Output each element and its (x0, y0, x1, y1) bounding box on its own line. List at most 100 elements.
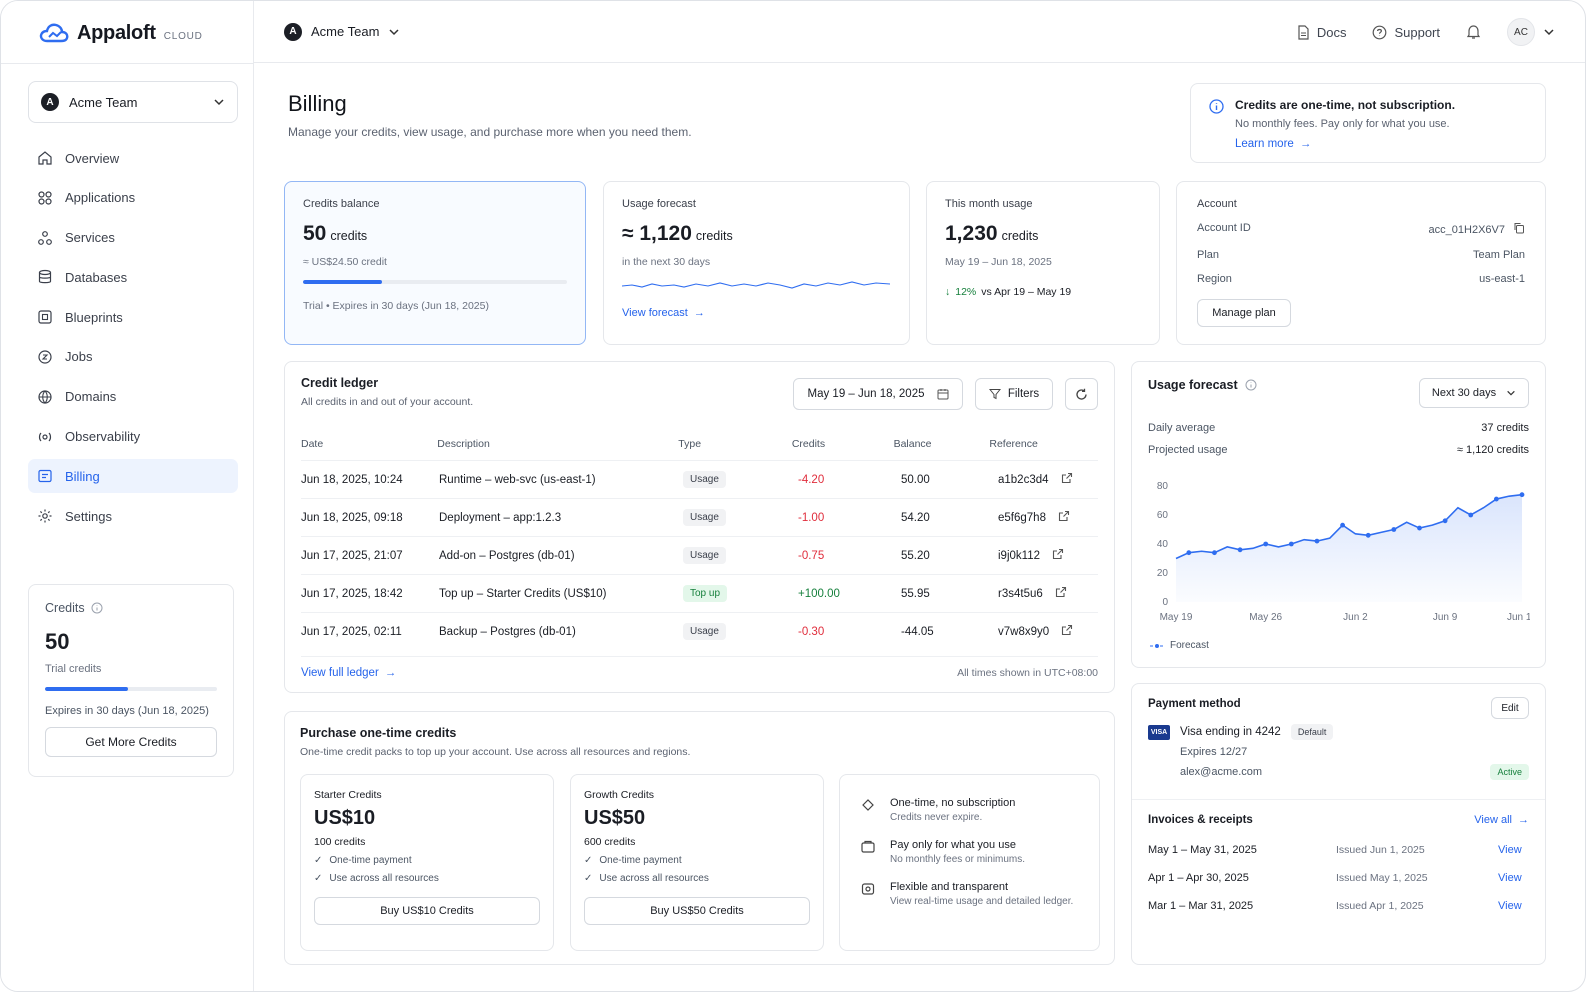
sidebar-nav: Overview Applications Services Databases Blu… (28, 141, 238, 539)
ledger-reference: i9j0k112 (998, 549, 1040, 562)
y-tick-label: 80 (1157, 481, 1169, 492)
forecast-point (1186, 550, 1192, 556)
projected-label: Projected usage (1148, 444, 1228, 456)
date-range-picker[interactable]: May 19 – Jun 18, 2025 (793, 378, 963, 410)
ledger-credits: +100.00 (798, 587, 840, 600)
buy-credits-button[interactable]: Buy US$50 Credits (584, 897, 810, 925)
daily-value: 37 credits (1481, 422, 1529, 434)
feature-title: Flexible and transparent (890, 881, 1009, 893)
table-row[interactable]: Jun 17, 2025, 02:11 Backup – Postgres (db… (301, 612, 1098, 650)
table-row[interactable]: Jun 18, 2025, 10:24 Runtime – web-svc (us… (301, 460, 1098, 498)
kpi-note: Trial • Expires in 30 days (Jun 18, 2025… (303, 300, 489, 312)
credits-expiry: Expires in 30 days (Jun 18, 2025) (45, 705, 209, 717)
account-card: Account Account ID acc_01H2X6V7 Plan Team P… (1176, 181, 1546, 345)
forecast-title: Usage forecast (1148, 378, 1238, 392)
external-link-icon[interactable] (1058, 510, 1070, 525)
credit-pack-card: Starter Credits US$10 100 credits ✓ One-time… (300, 774, 554, 951)
observability-icon (37, 429, 53, 445)
feature-sub: No monthly fees or minimums. (890, 854, 1026, 865)
account-row-key: Plan (1197, 249, 1220, 261)
table-row[interactable]: Jun 17, 2025, 21:07 Add-on – Postgres (db… (301, 536, 1098, 574)
table-row[interactable]: Jun 17, 2025, 18:42 Top up – Starter Cred… (301, 574, 1098, 612)
shield-icon (860, 881, 876, 907)
card-expiry: Expires 12/27 (1180, 746, 1248, 758)
sidebar-item-settings[interactable]: Settings (28, 499, 238, 533)
sidebar-item-databases[interactable]: Databases (28, 260, 238, 294)
support-link[interactable]: Support (1372, 25, 1440, 40)
active-badge: Active (1490, 764, 1529, 780)
ledger-col-header: Credits (791, 438, 826, 450)
forecast-sparkline (621, 281, 891, 289)
external-link-icon[interactable] (1061, 624, 1073, 639)
external-link-icon[interactable] (1061, 472, 1073, 487)
forecast-point (1237, 547, 1243, 553)
sidebar-item-billing[interactable]: Billing (28, 459, 238, 494)
filters-button[interactable]: Filters (975, 378, 1053, 410)
kpi-value: ≈ 1,120 (622, 222, 692, 245)
info-icon[interactable] (91, 602, 103, 614)
support-label: Support (1394, 24, 1440, 40)
buy-credits-button[interactable]: Buy US$10 Credits (314, 897, 540, 925)
forecast-point (1212, 550, 1217, 556)
invoice-period: Mar 1 – Mar 31, 2025 (1148, 900, 1254, 912)
invoice-view-link[interactable]: View (1498, 872, 1522, 884)
view-forecast-link[interactable]: View forecast → (622, 307, 891, 319)
manage-plan-button[interactable]: Manage plan (1197, 299, 1291, 327)
invoice-view-link[interactable]: View (1498, 900, 1522, 912)
sidebar-item-observability[interactable]: Observability (28, 420, 238, 454)
page-subtitle: Manage your credits, view usage, and pur… (288, 125, 692, 139)
x-tick-label: May 19 (1160, 612, 1193, 623)
get-more-credits-button[interactable]: Get More Credits (45, 727, 217, 757)
forecast-point (1365, 532, 1371, 538)
external-link-icon[interactable] (1055, 586, 1067, 601)
refresh-button[interactable] (1065, 378, 1098, 410)
daily-label: Daily average (1148, 422, 1216, 434)
info-icon (1209, 99, 1224, 114)
view-full-ledger-label: View full ledger (301, 667, 379, 679)
team-selector[interactable]: A Acme Team (28, 81, 238, 123)
view-all-invoices-link[interactable]: View all → (1474, 814, 1529, 826)
info-icon[interactable] (1245, 379, 1257, 391)
account-row-value-wrap: acc_01H2X6V7 (1429, 222, 1525, 237)
sidebar-item-applications[interactable]: Applications (28, 181, 238, 215)
sidebar-item-label: Databases (65, 269, 128, 285)
sidebar-item-jobs[interactable]: Jobs (28, 340, 238, 374)
forecast-point (1519, 492, 1525, 498)
sidebar-item-domains[interactable]: Domains (28, 380, 238, 414)
credits-sub: Trial credits (45, 663, 102, 675)
main-content: Billing Manage your credits, view usage,… (254, 63, 1585, 991)
arrow-down-icon: ↓ (945, 286, 951, 298)
y-tick-label: 60 (1157, 510, 1169, 521)
arrow-right-icon: → (693, 307, 705, 319)
sidebar-divider (1, 63, 254, 64)
external-link-icon[interactable] (1052, 548, 1064, 563)
date-range-label: May 19 – Jun 18, 2025 (807, 388, 925, 400)
sidebar-item-blueprints[interactable]: Blueprints (28, 300, 238, 334)
edit-payment-button[interactable]: Edit (1491, 697, 1529, 719)
copy-icon[interactable] (1513, 222, 1525, 237)
legend-label: Forecast (1170, 640, 1209, 651)
ledger-date: Jun 17, 2025, 18:42 (301, 587, 403, 600)
invoice-view-link[interactable]: View (1498, 844, 1522, 856)
bell-icon[interactable] (1466, 24, 1481, 40)
user-menu[interactable]: AC (1507, 18, 1555, 46)
pack-credits: 600 credits (584, 836, 636, 848)
view-full-ledger-link[interactable]: View full ledger → (301, 667, 396, 679)
ledger-credits: -0.75 (798, 549, 825, 562)
credits-progress-fill (45, 687, 128, 691)
pack-feature-label: One-time payment (329, 855, 412, 866)
forecast-period-select[interactable]: Next 30 days (1419, 378, 1529, 408)
sidebar-item-services[interactable]: Services (28, 221, 238, 255)
sidebar-item-overview[interactable]: Overview (28, 141, 238, 175)
credits-balance-card[interactable]: Credits balance 50 credits ≈ US$24.50 cre… (284, 181, 586, 345)
table-row[interactable]: Jun 18, 2025, 09:18 Deployment – app:1.2.… (301, 498, 1098, 536)
docs-link[interactable]: Docs (1297, 25, 1346, 40)
kpi-sub: in the next 30 days (622, 256, 711, 268)
blueprint-icon (37, 309, 53, 325)
filters-label: Filters (1007, 388, 1040, 400)
brand-logo[interactable]: Appaloft CLOUD (39, 21, 203, 45)
credits-title: Credits (45, 601, 85, 615)
learn-more-link[interactable]: Learn more → (1235, 138, 1529, 150)
jobs-icon (37, 349, 53, 365)
topbar-team-switcher[interactable]: A Acme Team (284, 22, 400, 41)
